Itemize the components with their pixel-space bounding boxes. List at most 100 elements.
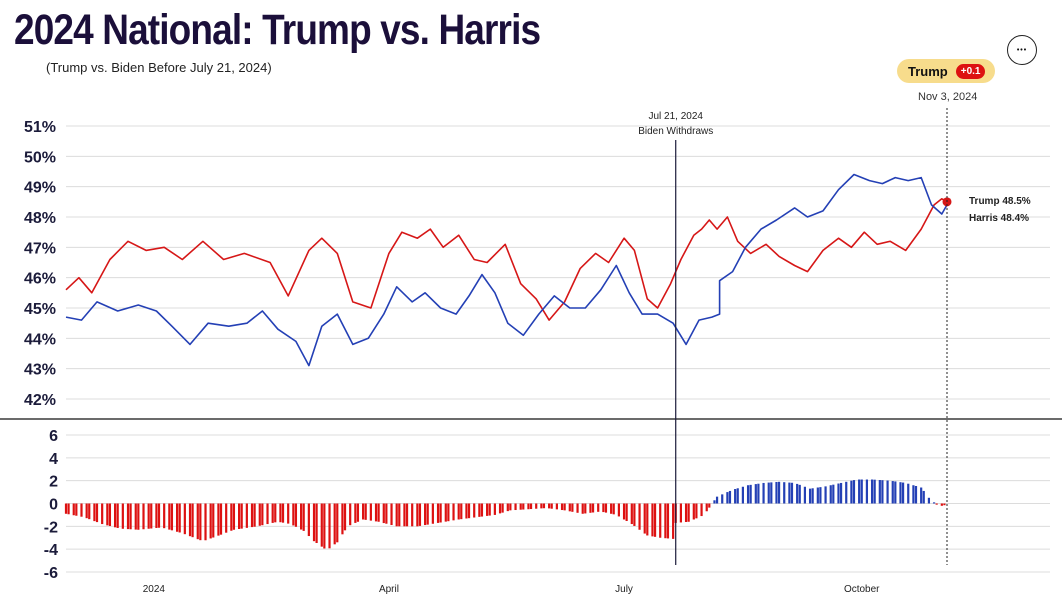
spread-bar xyxy=(424,503,427,526)
chart-title: 2024 National: Trump vs. Harris xyxy=(14,6,541,54)
spread-bar xyxy=(839,482,843,504)
spread-bar xyxy=(617,503,620,517)
y-tick-label: 46% xyxy=(24,271,56,288)
spread-bar xyxy=(369,503,372,521)
y-tick-label: 47% xyxy=(24,240,56,257)
spread-bar xyxy=(137,503,140,530)
top-grid xyxy=(0,125,1062,420)
spread-bar xyxy=(266,503,269,525)
spread-bar xyxy=(439,503,442,523)
spread-bar xyxy=(95,503,99,523)
spread-bar xyxy=(878,480,881,504)
spread-bar xyxy=(602,503,605,513)
spread-bar xyxy=(749,484,752,504)
y-tick-label: -4 xyxy=(44,542,58,559)
spread-bar xyxy=(121,503,124,529)
spread-bar xyxy=(920,487,923,504)
spread-bar xyxy=(741,486,744,504)
spread-bar xyxy=(692,503,695,520)
spread-bar xyxy=(486,503,489,516)
spread-bar xyxy=(638,503,641,530)
spread-bar xyxy=(584,503,587,514)
spread-bar xyxy=(651,503,654,537)
spread-bar xyxy=(529,503,533,510)
x-tick-label: April xyxy=(379,584,399,595)
spread-bar xyxy=(431,503,434,524)
spread-bar xyxy=(542,503,546,509)
spread-bar xyxy=(622,503,626,520)
spread-bar xyxy=(356,503,360,522)
spread-bar xyxy=(403,503,406,527)
spread-bar xyxy=(630,503,633,525)
more-options-icon[interactable]: ••• xyxy=(1007,35,1037,65)
spread-bar xyxy=(93,503,96,522)
spread-bar xyxy=(563,503,566,511)
spread-bar xyxy=(323,503,326,549)
spread-bar xyxy=(591,503,595,513)
spread-bar xyxy=(819,487,822,504)
spread-bar xyxy=(129,503,132,530)
annotation-label: Biden Withdraws xyxy=(638,126,713,137)
spread-bar xyxy=(258,503,261,526)
spread-bar xyxy=(824,486,827,504)
spread-bar xyxy=(426,503,429,525)
spread-bar xyxy=(829,485,832,504)
spread-bar xyxy=(287,503,290,524)
spread-bar xyxy=(850,480,853,504)
series-line-trump xyxy=(65,198,948,321)
spread-bar xyxy=(204,503,207,541)
spread-bar xyxy=(467,503,471,519)
spread-bar xyxy=(250,503,254,528)
spread-bar xyxy=(281,503,285,523)
spread-bars xyxy=(64,479,946,549)
spread-bar xyxy=(700,503,703,517)
x-tick-label: July xyxy=(615,584,633,595)
spread-bar xyxy=(922,490,925,504)
y-tick-label: 43% xyxy=(24,362,56,379)
spread-bar xyxy=(108,503,112,527)
spread-bar xyxy=(664,503,667,539)
spread-bar xyxy=(783,482,786,504)
spread-bar xyxy=(341,503,344,535)
spread-bar xyxy=(349,503,352,526)
annotation-label: Jul 21, 2024 xyxy=(648,111,703,122)
spread-bar xyxy=(237,503,241,529)
spread-bar xyxy=(416,503,419,527)
spread-bar xyxy=(808,488,812,504)
spread-bar xyxy=(465,503,468,519)
x-tick-label: 2024 xyxy=(143,584,166,595)
spread-bar xyxy=(279,503,282,523)
spread-bar xyxy=(480,503,484,517)
end-label-harris: Harris 48.4% xyxy=(969,213,1029,224)
spread-bar xyxy=(364,503,367,520)
spread-bar xyxy=(126,503,130,530)
spread-bar xyxy=(705,503,708,512)
y-tick-label: 4 xyxy=(49,451,58,468)
spread-bar xyxy=(385,503,388,524)
x-tick-label: October xyxy=(844,584,880,595)
spread-bar xyxy=(175,503,179,532)
spread-bar xyxy=(134,503,137,530)
spread-bar xyxy=(770,482,773,504)
chart-subtitle: (Trump vs. Biden Before July 21, 2024) xyxy=(46,60,272,75)
spread-bar xyxy=(302,503,305,531)
spread-bar xyxy=(571,503,574,512)
spread-bar xyxy=(457,503,460,520)
spread-bar xyxy=(935,503,938,505)
spread-bar xyxy=(726,492,729,504)
spread-bar xyxy=(891,481,894,504)
spread-bar xyxy=(721,494,724,504)
spread-bar xyxy=(684,503,688,522)
y-tick-label: 6 xyxy=(49,428,58,445)
spread-bar xyxy=(411,503,414,527)
spread-bar xyxy=(307,503,310,537)
y-tick-label: -6 xyxy=(44,565,58,582)
spread-bar xyxy=(240,503,243,529)
spread-bar xyxy=(395,503,398,527)
y-tick-label: 2 xyxy=(49,474,58,491)
spread-bar xyxy=(212,503,215,538)
spread-bar xyxy=(271,503,274,523)
y-tick-label: 48% xyxy=(24,210,56,227)
spread-bar xyxy=(767,482,770,504)
spread-bar xyxy=(168,503,171,530)
